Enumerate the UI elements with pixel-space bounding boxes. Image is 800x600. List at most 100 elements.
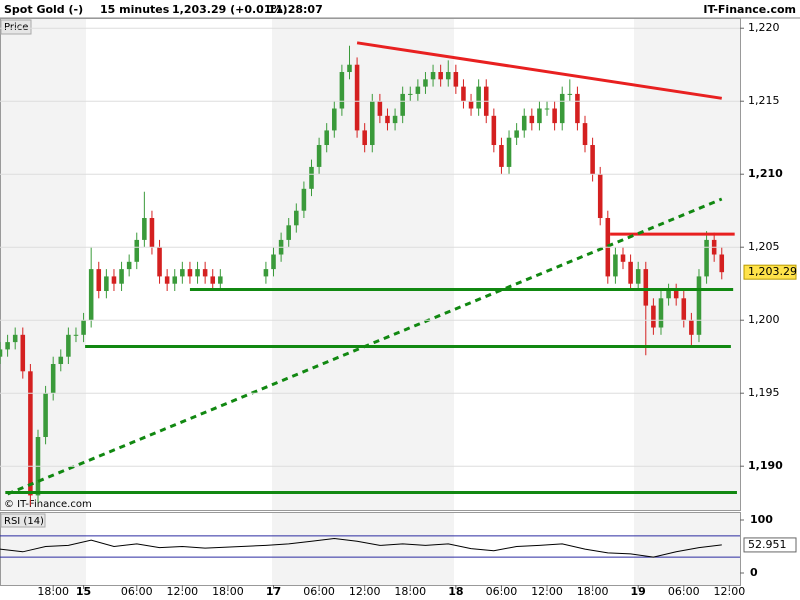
candle-body xyxy=(134,239,140,262)
marks xyxy=(0,41,737,506)
y-tick-label: 1,220 xyxy=(748,21,780,34)
candle-body xyxy=(73,334,79,336)
candle-body xyxy=(514,130,519,138)
instrument: Spot Gold (-) xyxy=(4,3,83,16)
candle-body xyxy=(286,225,291,240)
candle-body xyxy=(347,64,352,73)
candle-body xyxy=(385,115,390,124)
x-tick-label: 18 xyxy=(448,585,463,598)
y-tick-label: 1,205 xyxy=(748,240,780,253)
candle-body xyxy=(544,108,550,110)
x-tick-label: 17 xyxy=(266,585,281,598)
candle-body xyxy=(666,291,671,299)
candle-body xyxy=(5,342,10,350)
last-price-box xyxy=(743,264,797,280)
last-price-label: 1,203.29 xyxy=(748,265,797,278)
candle-body xyxy=(104,276,109,292)
day-shade xyxy=(634,513,740,585)
candle-body xyxy=(0,349,3,357)
candle-body xyxy=(643,269,649,306)
candle-body xyxy=(719,254,725,273)
candle-body xyxy=(180,269,185,277)
candle-body xyxy=(50,364,56,394)
candle-body xyxy=(263,269,269,277)
rsi-value-box xyxy=(743,537,797,553)
candle-body xyxy=(111,276,117,284)
candle-body xyxy=(172,276,178,284)
candle-body xyxy=(66,334,71,357)
rsi-label-box xyxy=(0,513,46,528)
candle-body xyxy=(552,108,557,124)
y-tick-label: 1,195 xyxy=(748,386,780,399)
x-tick-label: 15 xyxy=(76,585,91,598)
candle-body xyxy=(499,145,504,167)
candle-body xyxy=(362,130,367,146)
candle-body xyxy=(88,269,94,321)
candle-body xyxy=(453,72,459,87)
y-tick-label: 1,190 xyxy=(748,459,783,472)
candle-body xyxy=(628,261,633,284)
rsi-line xyxy=(0,537,722,558)
candle-body xyxy=(476,86,481,109)
candle-body xyxy=(658,298,664,328)
candle-body xyxy=(704,239,709,277)
x-tick-label: 06:00 xyxy=(121,585,153,598)
candle-body xyxy=(43,393,48,438)
candle-body xyxy=(590,145,595,175)
x-tick-label: 06:00 xyxy=(668,585,700,598)
candle-body xyxy=(696,276,702,335)
x-tick-label: 12:00 xyxy=(531,585,563,598)
rsi-label: RSI (14) xyxy=(4,516,44,527)
rsi-y-tick-label: 100 xyxy=(750,513,773,526)
candle-body xyxy=(559,93,565,124)
candle-body xyxy=(218,276,223,284)
candle-body xyxy=(294,210,299,226)
candle-body xyxy=(119,269,124,284)
quote: 1,203.29 (+0.01%) xyxy=(172,3,288,16)
candle-body xyxy=(491,115,497,146)
day-shade xyxy=(272,513,454,585)
candle-body xyxy=(28,371,33,496)
candle-body xyxy=(210,276,216,284)
candle-body xyxy=(332,108,337,131)
trend-line xyxy=(356,41,722,100)
candle-body xyxy=(673,291,679,299)
candle-body xyxy=(271,254,276,270)
candle-body xyxy=(430,72,436,80)
candle-body xyxy=(689,320,694,335)
candle-body xyxy=(438,72,443,80)
x-tick-label: 06:00 xyxy=(303,585,335,598)
candle-body xyxy=(400,93,405,116)
candle-body xyxy=(20,334,26,372)
candle-body xyxy=(164,276,170,284)
candle-body xyxy=(392,115,398,124)
candle-body xyxy=(12,334,18,343)
interval: 15 minutes xyxy=(100,3,170,16)
candle-body xyxy=(316,145,322,167)
day-shade xyxy=(272,18,454,510)
panel-label-box xyxy=(0,19,32,35)
candle-body xyxy=(575,93,580,124)
candle-body xyxy=(157,247,162,277)
candle-body xyxy=(81,320,86,335)
candle-body xyxy=(149,218,155,248)
x-tick-label: 12:00 xyxy=(166,585,198,598)
candle-body xyxy=(620,254,626,262)
candle-body xyxy=(529,115,535,124)
candle-body xyxy=(370,101,375,146)
candle-body xyxy=(377,101,383,116)
candle-body xyxy=(195,269,200,277)
candle-body xyxy=(681,298,687,321)
candle-body xyxy=(309,166,314,189)
candle-body xyxy=(461,86,466,102)
time: 11:28:07 xyxy=(268,3,323,16)
candle-body xyxy=(506,137,512,167)
watermark: © IT-Finance.com xyxy=(4,499,92,510)
candle-body xyxy=(582,123,588,146)
candle-body xyxy=(521,115,527,131)
day-shade xyxy=(0,18,86,510)
candle-body xyxy=(142,218,147,240)
y-tick-label: 1,210 xyxy=(748,167,783,180)
y-tick-label: 1,215 xyxy=(748,94,780,107)
